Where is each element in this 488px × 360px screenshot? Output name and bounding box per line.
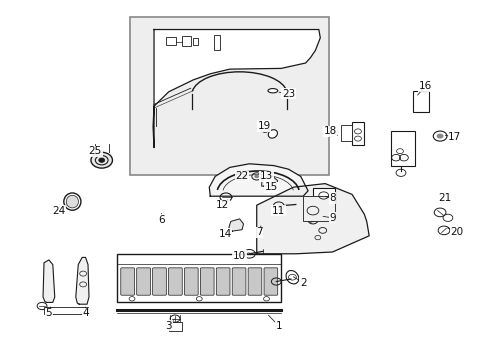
- Text: 11: 11: [271, 206, 285, 216]
- Polygon shape: [261, 176, 277, 187]
- FancyBboxPatch shape: [121, 268, 134, 295]
- Ellipse shape: [261, 125, 269, 132]
- Text: 22: 22: [235, 171, 248, 181]
- Text: 7: 7: [255, 227, 262, 237]
- Text: 25: 25: [88, 146, 102, 156]
- FancyBboxPatch shape: [184, 268, 198, 295]
- Bar: [193, 38, 198, 45]
- Bar: [182, 36, 190, 46]
- Circle shape: [254, 175, 259, 178]
- Ellipse shape: [268, 130, 277, 138]
- Text: 4: 4: [82, 308, 89, 318]
- Circle shape: [99, 158, 104, 162]
- Ellipse shape: [267, 89, 277, 93]
- FancyBboxPatch shape: [130, 17, 328, 175]
- Polygon shape: [228, 219, 243, 231]
- Ellipse shape: [285, 270, 298, 284]
- FancyBboxPatch shape: [216, 268, 229, 295]
- Text: 6: 6: [158, 215, 164, 225]
- Text: 10: 10: [233, 251, 245, 261]
- Circle shape: [436, 134, 443, 139]
- Bar: [168, 322, 182, 331]
- Text: 16: 16: [418, 81, 431, 91]
- Polygon shape: [43, 260, 55, 302]
- Text: 21: 21: [437, 193, 451, 203]
- Polygon shape: [76, 257, 89, 304]
- Bar: [341, 125, 351, 141]
- FancyBboxPatch shape: [168, 268, 182, 295]
- Text: 9: 9: [328, 213, 335, 223]
- Ellipse shape: [66, 195, 78, 208]
- FancyBboxPatch shape: [200, 268, 214, 295]
- Bar: [117, 254, 281, 302]
- Bar: [166, 37, 176, 45]
- Text: 8: 8: [328, 193, 335, 203]
- Bar: [390, 131, 414, 166]
- Text: 12: 12: [215, 200, 229, 210]
- Polygon shape: [256, 184, 368, 254]
- Bar: [214, 35, 220, 50]
- Text: 13: 13: [259, 171, 273, 181]
- Text: 17: 17: [447, 132, 461, 142]
- Text: 5: 5: [45, 308, 52, 318]
- Text: 20: 20: [450, 227, 463, 237]
- Bar: [303, 196, 334, 221]
- FancyBboxPatch shape: [264, 268, 277, 295]
- Bar: [312, 188, 334, 203]
- FancyBboxPatch shape: [137, 268, 150, 295]
- Polygon shape: [209, 164, 307, 196]
- FancyBboxPatch shape: [247, 268, 261, 295]
- FancyBboxPatch shape: [232, 268, 245, 295]
- Text: 14: 14: [218, 229, 231, 239]
- Text: 24: 24: [52, 206, 65, 216]
- Bar: [44, 307, 88, 314]
- Text: 18: 18: [323, 126, 336, 136]
- Circle shape: [91, 152, 112, 168]
- Bar: [412, 91, 428, 112]
- FancyBboxPatch shape: [152, 268, 166, 295]
- Bar: [351, 122, 364, 145]
- Ellipse shape: [63, 193, 81, 210]
- Polygon shape: [153, 30, 320, 148]
- Text: 3: 3: [165, 321, 172, 331]
- Text: 2: 2: [299, 278, 306, 288]
- Text: 19: 19: [257, 121, 270, 131]
- Text: 23: 23: [281, 89, 295, 99]
- Text: 1: 1: [275, 321, 282, 331]
- Text: 15: 15: [264, 182, 278, 192]
